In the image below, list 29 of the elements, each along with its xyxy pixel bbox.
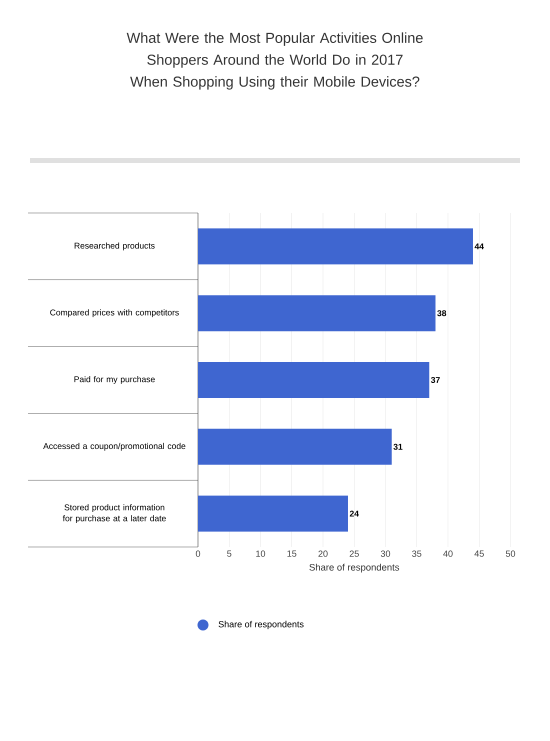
x-tick-label: 40 — [443, 550, 453, 557]
x-tick-label: 45 — [474, 550, 484, 557]
bar — [198, 428, 392, 465]
chart-title: What Were the Most Popular Activities Online Shoppers Around the World Do in 2017 When Shopping Using their Mobile Devices? — [126, 32, 423, 90]
data-label: 38 — [437, 310, 446, 316]
x-tick-label: 25 — [350, 550, 359, 557]
x-tick-label: 30 — [380, 550, 390, 557]
legend-label: Share of respondents — [218, 620, 304, 630]
y-tick-label: Paid for my purchase — [74, 376, 155, 384]
data-label: 31 — [393, 444, 402, 450]
bar — [198, 295, 436, 332]
x-tick-label: 0 — [196, 550, 200, 557]
data-label: 24 — [350, 510, 359, 517]
y-tick-label: Researched products — [74, 242, 155, 250]
bar — [198, 362, 430, 398]
x-axis-title: Share of respondents — [309, 564, 400, 573]
x-tick-label: 10 — [256, 550, 266, 557]
x-tick-label: 35 — [412, 550, 422, 557]
bar — [198, 228, 473, 264]
data-label: 37 — [430, 377, 440, 383]
x-tick-label: 50 — [506, 550, 516, 557]
x-tick-label: 15 — [287, 550, 296, 557]
x-tick-label: 20 — [318, 550, 328, 557]
y-tick-label: Compared prices with competitors — [50, 309, 179, 318]
y-tick-label: Accessed a coupon/promotional code — [43, 442, 186, 451]
x-tick-label: 5 — [227, 550, 232, 557]
y-tick-label: Stored product information for purchase at a later date — [62, 504, 166, 524]
bar — [198, 496, 348, 532]
data-label: 44 — [474, 243, 484, 250]
